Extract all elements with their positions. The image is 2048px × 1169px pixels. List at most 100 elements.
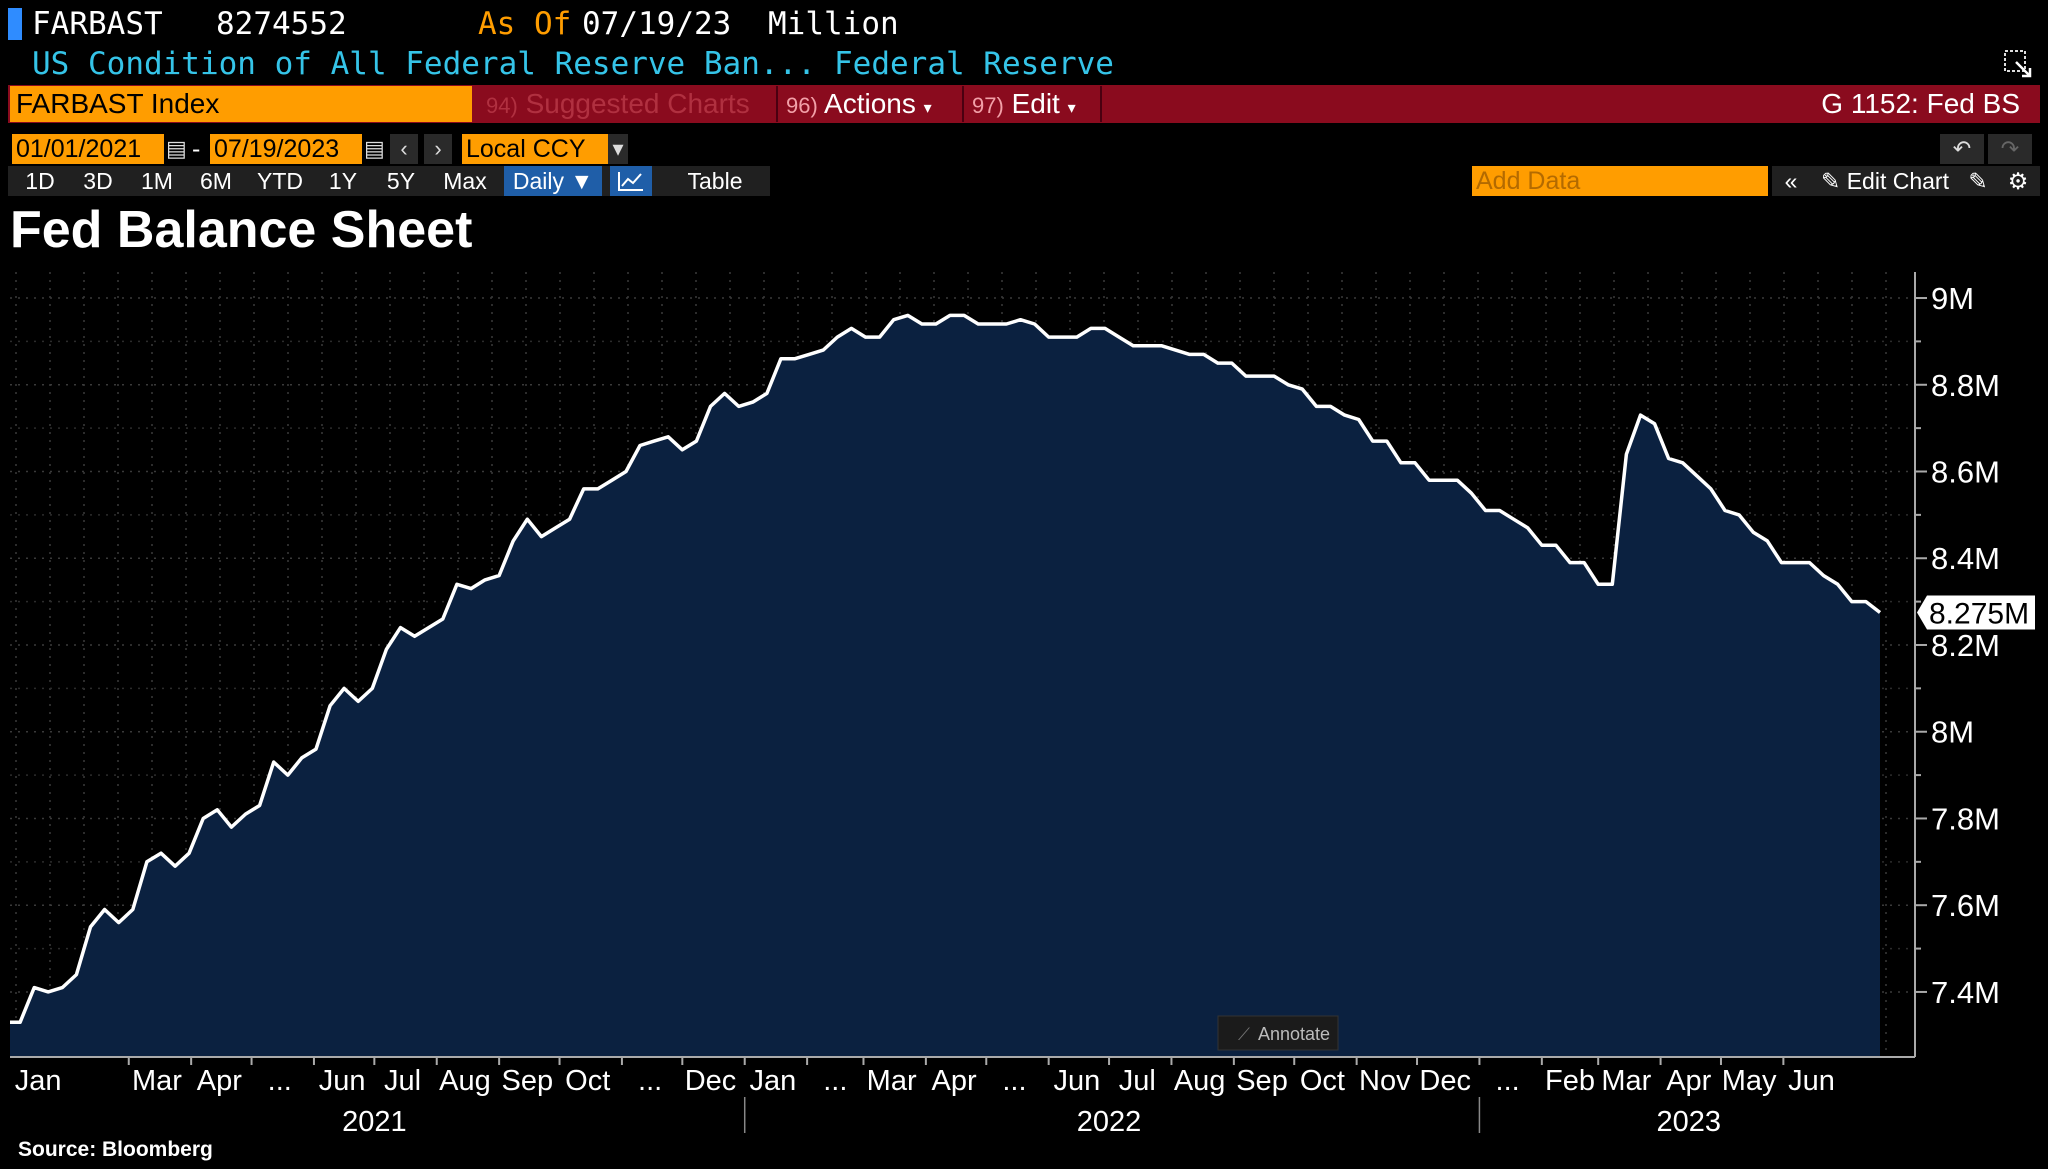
edit-menu[interactable]: 97) Edit ▾	[972, 86, 1076, 122]
chevron-down-icon[interactable]: ▾	[608, 134, 628, 164]
x-tick-label: Apr	[197, 1065, 242, 1097]
x-tick-label: Jan	[15, 1065, 62, 1097]
toolbar-separator	[962, 86, 964, 122]
year-label: 2021	[342, 1106, 407, 1138]
chart-name: G 1152: Fed BS	[1821, 88, 2020, 119]
next-period-icon[interactable]: ›	[424, 134, 452, 164]
annotate-icon: ⟋	[1238, 1025, 1250, 1044]
y-tick-label: 8.2M	[1931, 628, 2000, 663]
range-1d[interactable]: 1D	[25, 168, 55, 194]
chart-tools-bar	[1772, 166, 2040, 196]
x-tick-label: ...	[638, 1065, 662, 1097]
series-line	[10, 313, 1882, 1025]
redo-icon[interactable]: ↷	[1988, 134, 2032, 164]
add-data-input[interactable]: Add Data	[1472, 166, 1768, 196]
date-separator: -	[192, 135, 201, 163]
toolbar-separator	[1100, 86, 1102, 122]
calendar-icon[interactable]: ▤	[364, 134, 385, 164]
x-tick-label: ...	[1002, 1065, 1026, 1097]
source-note: Source: Bloomberg	[18, 1138, 213, 1161]
y-tick-label: 8.6M	[1931, 455, 2000, 490]
toolbar-separator	[776, 86, 778, 122]
last-value-label: 8.275M	[1929, 597, 2029, 630]
edit-dropdown-icon: ▾	[1067, 100, 1076, 117]
undo-icon[interactable]: ↶	[1940, 134, 1984, 164]
range-1y[interactable]: 1Y	[328, 168, 358, 194]
range-1m[interactable]: 1M	[141, 168, 173, 194]
x-tick-label: Apr	[1666, 1065, 1711, 1097]
y-tick-label: 8M	[1931, 715, 1974, 750]
annotate-label: Annotate	[1258, 1024, 1330, 1044]
chevron-down-icon: ▼	[570, 168, 594, 194]
ticker-code: FARBAST	[32, 6, 163, 42]
y-tick-label: 7.8M	[1931, 801, 2000, 836]
popout-icon[interactable]	[2002, 48, 2034, 80]
last-value-tag: 8.275M	[1917, 595, 2035, 630]
gear-icon[interactable]: ⚙	[2007, 168, 2029, 194]
last-value: 8274552	[216, 6, 347, 42]
year-label: 2022	[1077, 1106, 1142, 1138]
x-tick-label: Oct	[1300, 1065, 1345, 1097]
collapse-icon[interactable]: «	[1784, 168, 1798, 194]
x-tick-label: Oct	[565, 1065, 610, 1097]
currency-select[interactable]: Local CCY	[462, 134, 608, 164]
previous-period-icon[interactable]: ‹	[390, 134, 418, 164]
x-tick-label: Dec	[685, 1065, 737, 1097]
edit-chart-label: Edit Chart	[1846, 168, 1949, 194]
range-6m[interactable]: 6M	[200, 168, 232, 194]
as-of-date: 07/19/23	[582, 6, 732, 42]
edit-chart-button[interactable]: ✎ Edit Chart	[1816, 166, 1954, 196]
x-tick-label: Dec	[1419, 1065, 1471, 1097]
range-max[interactable]: Max	[443, 168, 487, 194]
end-date-input[interactable]: 07/19/2023	[210, 134, 362, 164]
x-tick-label: Sep	[502, 1065, 554, 1097]
x-tick-label: Jun	[1053, 1065, 1100, 1097]
actions-number: 96)	[786, 93, 818, 118]
x-tick-label: Aug	[1174, 1065, 1226, 1097]
x-tick-label: Jun	[319, 1065, 366, 1097]
pencil-icon: ✎	[1821, 168, 1841, 194]
x-tick-label: Nov	[1359, 1065, 1411, 1097]
x-tick-label: Jan	[750, 1065, 797, 1097]
line-chart-icon[interactable]	[610, 166, 652, 196]
suggested-charts-number: 94)	[486, 93, 518, 118]
range-5y[interactable]: 5Y	[386, 168, 416, 194]
calendar-icon[interactable]: ▤	[166, 134, 187, 164]
suggested-charts-menu[interactable]: 94) Suggested Charts	[486, 86, 750, 122]
edit-number: 97)	[972, 93, 1004, 118]
security-marker	[8, 8, 22, 40]
unit-label: Million	[768, 6, 899, 42]
actions-dropdown-icon: ▾	[923, 100, 932, 117]
annotate-tool-icon[interactable]: ✎	[1968, 168, 1988, 194]
x-tick-label: Aug	[439, 1065, 491, 1097]
security-description: US Condition of All Federal Reserve Ban.…	[32, 46, 816, 82]
y-tick-label: 7.6M	[1931, 888, 2000, 923]
x-tick-label: ...	[268, 1065, 292, 1097]
x-tick-label: ...	[823, 1065, 847, 1097]
chart-title: Fed Balance Sheet	[10, 201, 473, 259]
x-tick-label: Mar	[867, 1065, 917, 1097]
suggested-charts-label: Suggested Charts	[525, 88, 750, 119]
y-tick-label: 8.8M	[1931, 368, 2000, 403]
table-button[interactable]: Table	[687, 168, 743, 194]
x-tick-label: Jul	[1119, 1065, 1156, 1097]
x-tick-label: May	[1722, 1065, 1777, 1097]
start-date-input[interactable]: 01/01/2021	[12, 134, 164, 164]
annotate-button[interactable]	[1217, 1015, 1339, 1051]
frequency-select[interactable]: Daily ▼	[504, 166, 602, 196]
x-tick-label: Mar	[132, 1065, 182, 1097]
security-field[interactable]: FARBAST Index	[10, 86, 472, 122]
x-tick-label: Mar	[1601, 1065, 1651, 1097]
actions-menu[interactable]: 96) Actions ▾	[786, 86, 932, 122]
year-label: 2023	[1657, 1106, 1722, 1138]
last-value-tag-bg	[1917, 595, 2035, 630]
range-3d[interactable]: 3D	[83, 168, 113, 194]
series-area	[10, 315, 1880, 1057]
edit-label: Edit	[1011, 88, 1060, 119]
x-tick-label: ...	[1496, 1065, 1520, 1097]
range-ytd[interactable]: YTD	[257, 168, 303, 194]
x-tick-label: Jul	[384, 1065, 421, 1097]
source-organization: Federal Reserve	[834, 46, 1114, 82]
x-tick-label: Jun	[1788, 1065, 1835, 1097]
